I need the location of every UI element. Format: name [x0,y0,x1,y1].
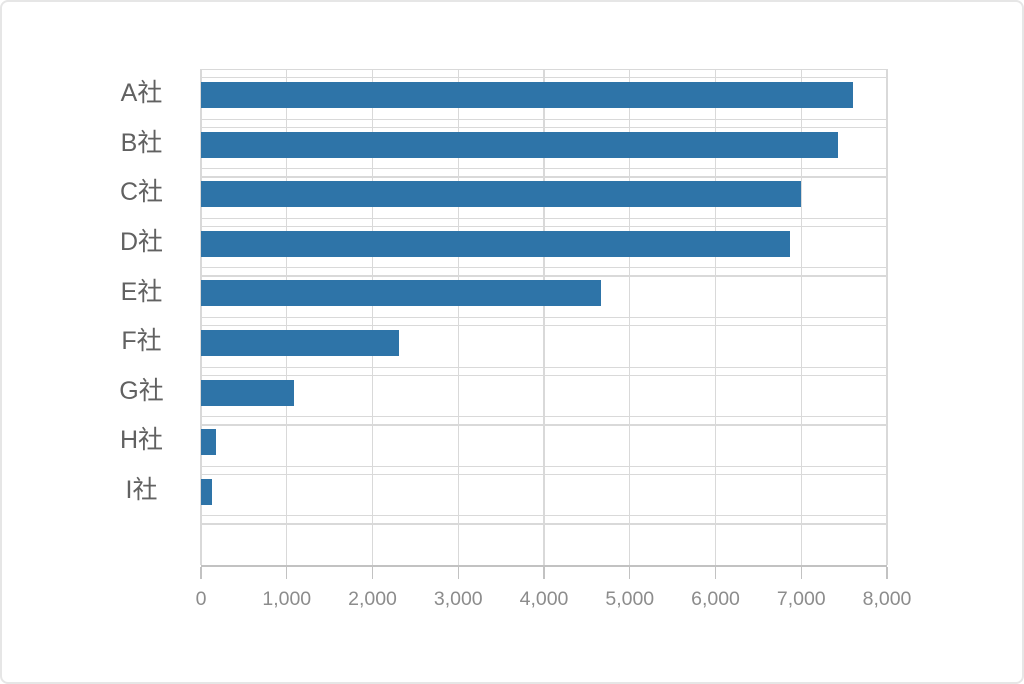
bar [201,131,839,158]
x-tick-label: 3,000 [433,588,483,610]
x-tick-label: 8,000 [862,588,912,610]
bar-row [201,118,887,169]
category-label [2,515,201,565]
x-tick-mark [371,567,374,579]
bar-row [201,465,887,516]
bar [201,230,791,257]
x-tick-mark [543,567,545,579]
x-tick-mark [286,567,288,579]
category-label: D社 [119,228,164,257]
bar-row [201,69,887,119]
x-tick-mark [800,567,802,579]
x-tick-label: 2,000 [348,588,397,610]
x-tick-mark [629,567,631,579]
category-label: C社 [119,178,164,207]
bar-rows [201,69,887,565]
category-axis-labels: A社 B社 C社 D社 E社 F社 G社 H社 I社 [2,69,201,565]
x-tick-label: 5,000 [605,588,655,610]
bar-row [201,168,887,218]
x-tick-label: 6,000 [691,588,740,610]
bar-row [201,267,887,317]
category-label: F社 [121,327,162,356]
bar [201,82,853,108]
bar-row [201,316,887,367]
category-label: A社 [120,79,163,108]
category-label: G社 [119,376,164,405]
x-tick-mark [886,567,888,579]
bar-row [201,217,887,268]
x-axis-tick-labels: 0 1,000 2,000 3,000 4,000 5,000 6,000 7,000 8,00… [196,588,912,614]
x-tick-mark [457,567,459,579]
bar [201,329,400,356]
bar [201,379,294,406]
x-tick-label: 0 [195,588,207,610]
x-tick-label: 1,000 [262,588,312,610]
plot-area [200,69,888,567]
category-label: H社 [119,426,164,455]
bar-row [201,416,887,466]
category-label: E社 [120,277,163,306]
bar [201,280,602,307]
x-axis-tick-marks [200,567,888,579]
bar [201,429,217,456]
x-tick-mark [714,567,717,579]
x-tick-label: 4,000 [519,588,569,610]
bar-row [201,366,887,417]
category-label: B社 [120,128,163,157]
bar [201,478,213,505]
x-tick-label: 7,000 [776,588,826,610]
empty-row [201,515,887,565]
x-tick-mark [200,567,202,579]
bar [201,181,802,208]
category-label: I社 [125,476,158,505]
